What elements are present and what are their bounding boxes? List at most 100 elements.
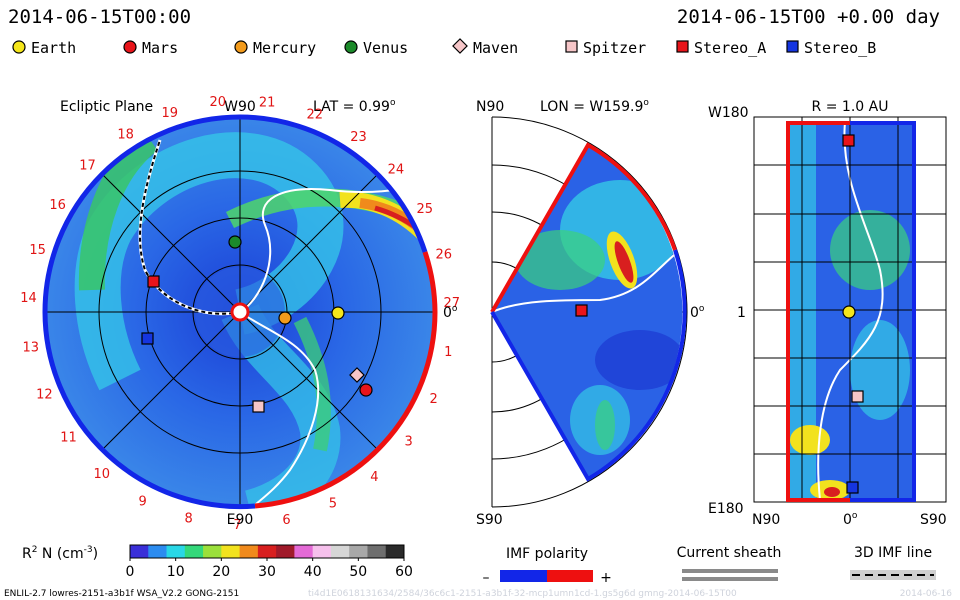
legend-item-stereo-a: Stereo_A bbox=[676, 39, 766, 57]
imf-line-title: 3D IMF line bbox=[854, 545, 932, 561]
stereo-b-marker bbox=[846, 481, 859, 494]
sector-number: 11 bbox=[60, 431, 77, 446]
ecliptic-top-label: W90 bbox=[224, 99, 256, 115]
sheath-line-icon bbox=[682, 577, 778, 581]
lat-value: LAT = 0.99 bbox=[313, 99, 390, 115]
maven-marker-icon bbox=[452, 38, 468, 54]
legend-label: Maven bbox=[473, 39, 518, 57]
sector-number: 10 bbox=[94, 467, 111, 482]
meridional-top-left: N90 bbox=[476, 99, 504, 115]
field-line bbox=[239, 184, 421, 313]
sector-number: 12 bbox=[36, 388, 53, 403]
footer-left: ENLIL-2.7 lowres-2151-a3b1f WSA_V2.2 GON… bbox=[4, 589, 239, 599]
mars-marker bbox=[359, 383, 373, 397]
stereo-a-marker bbox=[147, 275, 160, 288]
colorbar-cell bbox=[312, 545, 332, 558]
colorbar-cell bbox=[184, 545, 204, 558]
colorbar-cell bbox=[367, 545, 387, 558]
colorbar: R2 N (cm-3) 0 10 20 30 40 50 60 bbox=[22, 544, 413, 580]
polarity-arc-negative bbox=[239, 114, 428, 253]
radial-left-top: W180 bbox=[708, 105, 749, 121]
mercury-marker bbox=[278, 311, 292, 325]
stereo-b-marker bbox=[141, 332, 154, 345]
spitzer-marker-icon bbox=[565, 40, 578, 53]
colorbar-cell bbox=[166, 545, 186, 558]
imf-negative-swatch bbox=[500, 570, 547, 582]
colorbar-ticks: 0 10 20 30 40 50 60 bbox=[126, 558, 413, 580]
field-line bbox=[239, 311, 320, 506]
legend-label: Earth bbox=[31, 39, 76, 57]
sun-icon bbox=[230, 302, 250, 322]
sector-number: 22 bbox=[307, 108, 324, 123]
venus-marker-icon bbox=[344, 40, 358, 54]
colorbar-tick-label: 60 bbox=[395, 564, 413, 580]
ecliptic-title: Ecliptic Plane bbox=[60, 99, 153, 115]
polarity-arc-negative bbox=[42, 114, 256, 510]
meridional-negative-edge bbox=[490, 249, 687, 482]
sector-numbers: 20 21222324252627123456789101112131415161… bbox=[20, 95, 460, 533]
legend-item-stereo-b: Stereo_B bbox=[786, 39, 876, 57]
sector-number: 1 bbox=[444, 345, 452, 360]
imf-positive-swatch bbox=[547, 570, 593, 582]
legend-item-maven: Maven bbox=[452, 38, 518, 57]
radial-bottom-mid: 0o bbox=[843, 511, 858, 528]
sector-number: 20 bbox=[210, 95, 227, 110]
legend-item-mars: Mars bbox=[123, 39, 178, 57]
ecliptic-panel: Ecliptic Plane W90 LAT = 0.99o bbox=[20, 95, 460, 533]
imf-minus: – bbox=[483, 570, 490, 586]
imf-polarity-title: IMF polarity bbox=[506, 546, 588, 562]
stereo-a-marker-icon bbox=[676, 40, 689, 53]
colorbar-cell bbox=[257, 545, 277, 558]
legend-label: Mercury bbox=[253, 39, 316, 57]
imf-line-legend: 3D IMF line bbox=[850, 545, 936, 580]
sector-number: 24 bbox=[388, 162, 405, 177]
ecliptic-lat-label: LAT = 0.99o bbox=[313, 98, 396, 115]
stereo-b-marker-icon bbox=[786, 40, 799, 53]
radial-bottom-right: S90 bbox=[920, 512, 947, 528]
sector-number: 21 bbox=[259, 96, 276, 111]
radial-panel: R = 1.0 AU W180 1 E180 bbox=[708, 99, 947, 528]
sector-number: 14 bbox=[20, 291, 37, 306]
stereo-a-marker bbox=[842, 134, 855, 147]
meridional-density-map bbox=[492, 145, 683, 479]
sector-number: 19 bbox=[162, 106, 179, 121]
imf-line-3d bbox=[139, 139, 241, 315]
colorbar-cell bbox=[221, 545, 241, 558]
imf-polarity-legend: IMF polarity – + bbox=[483, 546, 612, 586]
radial-left-mid: 1 bbox=[737, 305, 746, 321]
datetime-right: 2014-06-15T00 +0.00 day bbox=[677, 6, 940, 28]
sector-number: 26 bbox=[436, 248, 453, 263]
sector-number: 27 bbox=[444, 296, 461, 311]
sector-number: 4 bbox=[370, 470, 378, 485]
meridional-zero-label: 0o bbox=[690, 304, 705, 321]
sector-number: 8 bbox=[185, 512, 193, 527]
sector-number: 16 bbox=[49, 198, 66, 213]
earth-marker bbox=[331, 306, 345, 320]
current-sheath-title: Current sheath bbox=[677, 545, 782, 561]
colorbar-tick-label: 10 bbox=[167, 564, 185, 580]
sector-number: 2 bbox=[430, 392, 438, 407]
footer-right: 2014-06-16 bbox=[900, 589, 953, 599]
colorbar-cells bbox=[130, 545, 405, 558]
meridional-positive-edge bbox=[490, 142, 677, 313]
sector-number: 23 bbox=[350, 130, 367, 145]
mercury-marker-icon bbox=[234, 40, 248, 54]
legend-item-mercury: Mercury bbox=[234, 39, 316, 57]
sheath-line-icon bbox=[682, 569, 778, 573]
colorbar-cell bbox=[294, 545, 314, 558]
sector-number: 13 bbox=[23, 340, 40, 355]
legend-label: Mars bbox=[142, 39, 178, 57]
sector-number: 3 bbox=[404, 435, 412, 450]
colorbar-label: R2 N (cm-3) bbox=[22, 545, 98, 562]
colorbar-cell bbox=[203, 545, 222, 558]
sector-number: 5 bbox=[329, 497, 337, 512]
legend-label: Spitzer bbox=[583, 39, 646, 57]
ecliptic-zero-label: 0o bbox=[443, 304, 458, 321]
colorbar-tick-label: 30 bbox=[258, 564, 276, 580]
colorbar-tick-label: 40 bbox=[304, 564, 322, 580]
sector-number: 6 bbox=[282, 513, 290, 528]
legend-item-venus: Venus bbox=[344, 39, 408, 57]
legend-item-earth: Earth bbox=[12, 39, 76, 57]
legend-label: Venus bbox=[363, 39, 408, 57]
colorbar-cell bbox=[130, 545, 149, 558]
